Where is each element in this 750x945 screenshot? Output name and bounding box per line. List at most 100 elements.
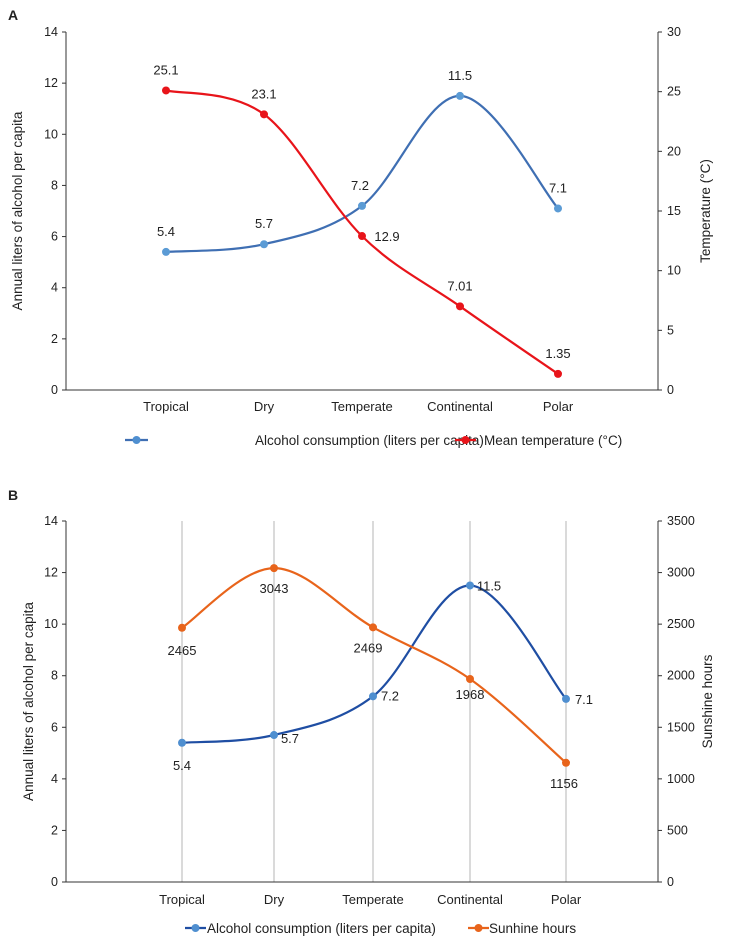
data-label: 2469	[354, 640, 383, 655]
legend-label: Alcohol consumption (liters per capita)	[207, 921, 436, 936]
legend-swatch-marker	[191, 924, 200, 932]
data-label: 1.35	[545, 346, 570, 361]
x-category-label: Tropical	[143, 399, 189, 414]
data-point	[369, 692, 377, 701]
data-label: 2465	[168, 643, 197, 658]
data-label: 1156	[550, 776, 578, 791]
data-label: 12.9	[374, 229, 399, 244]
data-point	[178, 738, 186, 747]
y2-tick-label: 3000	[667, 566, 695, 580]
y-tick-label: 8	[51, 669, 58, 683]
y2-tick-label: 20	[667, 144, 681, 158]
data-point	[162, 247, 170, 256]
data-point	[260, 240, 268, 249]
x-category-label: Tropical	[159, 892, 205, 907]
y-tick-label: 14	[44, 514, 58, 528]
y2-tick-label: 25	[667, 85, 681, 99]
y2-tick-label: 0	[667, 875, 674, 889]
series-line-2	[181, 566, 567, 764]
panel-label-b: B	[8, 487, 18, 503]
data-label: 7.2	[351, 178, 369, 193]
data-point	[270, 731, 278, 740]
x-category-label: Continental	[437, 892, 503, 907]
y2-tick-label: 2000	[667, 669, 695, 683]
y-tick-label: 12	[44, 566, 58, 580]
x-category-label: Polar	[551, 892, 582, 907]
data-label: 5.4	[173, 758, 191, 773]
y-tick-label: 2	[51, 332, 58, 346]
y2-tick-label: 1500	[667, 720, 695, 734]
data-label: 11.5	[448, 68, 472, 83]
data-label: 23.1	[251, 86, 276, 101]
y-tick-label: 10	[44, 127, 58, 141]
y-tick-label: 4	[51, 772, 58, 786]
data-label: 7.01	[447, 278, 472, 293]
data-point	[369, 623, 377, 632]
x-category-label: Continental	[427, 399, 493, 414]
data-label: 11.5	[477, 578, 501, 593]
legend-swatch-marker	[461, 436, 470, 444]
x-category-label: Polar	[543, 399, 574, 414]
y2-axis-title: Sunshine hours	[700, 654, 715, 748]
y2-tick-label: 30	[667, 25, 681, 39]
y-tick-label: 6	[51, 720, 58, 734]
y-tick-label: 8	[51, 178, 58, 192]
y-tick-label: 4	[51, 281, 58, 295]
data-point	[456, 91, 464, 100]
data-point	[554, 204, 562, 213]
x-category-label: Dry	[264, 892, 285, 907]
y-tick-label: 2	[51, 823, 58, 837]
data-label: 5.7	[281, 731, 299, 746]
y2-tick-label: 1000	[667, 772, 695, 786]
panel-label-a: A	[8, 7, 18, 23]
data-label: 25.1	[153, 62, 178, 77]
data-point	[260, 110, 268, 119]
legend-swatch-marker	[132, 436, 141, 444]
y2-tick-label: 10	[667, 264, 681, 278]
y-tick-label: 0	[51, 383, 58, 397]
legend-label: Sunhine hours	[489, 921, 576, 936]
y-tick-label: 14	[44, 25, 58, 39]
legend-swatch-marker	[474, 924, 483, 932]
y-tick-label: 0	[51, 875, 58, 889]
x-category-label: Temperate	[331, 399, 392, 414]
x-category-label: Temperate	[342, 892, 403, 907]
data-point	[554, 369, 562, 378]
data-point	[456, 302, 464, 311]
y-axis-title: Annual liters of alcohol per capita	[10, 111, 25, 310]
x-category-label: Dry	[254, 399, 275, 414]
data-label: 7.1	[575, 692, 593, 707]
series-line-1	[181, 584, 567, 744]
legend-label: Alcohol consumption (liters per capita)	[255, 433, 484, 448]
data-point	[358, 232, 366, 241]
series-line-1	[165, 94, 559, 253]
chart-panel-b: B 0 2 4 6 8 10 12 14 0 500 1000 1500 2000 2500 3000 3500…	[8, 487, 715, 936]
data-point	[270, 564, 278, 573]
data-point	[162, 86, 170, 95]
y-tick-label: 10	[44, 617, 58, 631]
data-point	[562, 694, 570, 703]
y2-tick-label: 15	[667, 204, 681, 218]
y2-tick-label: 0	[667, 383, 674, 397]
y2-axis-title: Temperature (°C)	[698, 159, 713, 263]
data-point	[358, 201, 366, 210]
data-label: 7.1	[549, 180, 567, 195]
y2-tick-label: 5	[667, 323, 674, 337]
data-point	[178, 623, 186, 632]
data-point	[562, 758, 570, 767]
chart-panel-a: A 0 2 4 6 8 10 12 14 0 5 10 15 20 25 30 Tropical Dry Tempe…	[8, 7, 713, 448]
data-label: 5.7	[255, 216, 273, 231]
y2-tick-label: 500	[667, 823, 688, 837]
y-axis-title: Annual liters of alcohol per capita	[21, 602, 36, 801]
legend-label: Mean temperature (°C)	[484, 433, 622, 448]
data-label: 3043	[260, 581, 289, 596]
y-tick-label: 12	[44, 76, 58, 90]
data-label: 5.4	[157, 224, 175, 239]
y2-tick-label: 2500	[667, 617, 695, 631]
data-point	[466, 581, 474, 590]
y2-tick-label: 3500	[667, 514, 695, 528]
data-label: 7.2	[381, 688, 399, 703]
data-label: 1968	[456, 687, 485, 702]
data-point	[466, 675, 474, 684]
